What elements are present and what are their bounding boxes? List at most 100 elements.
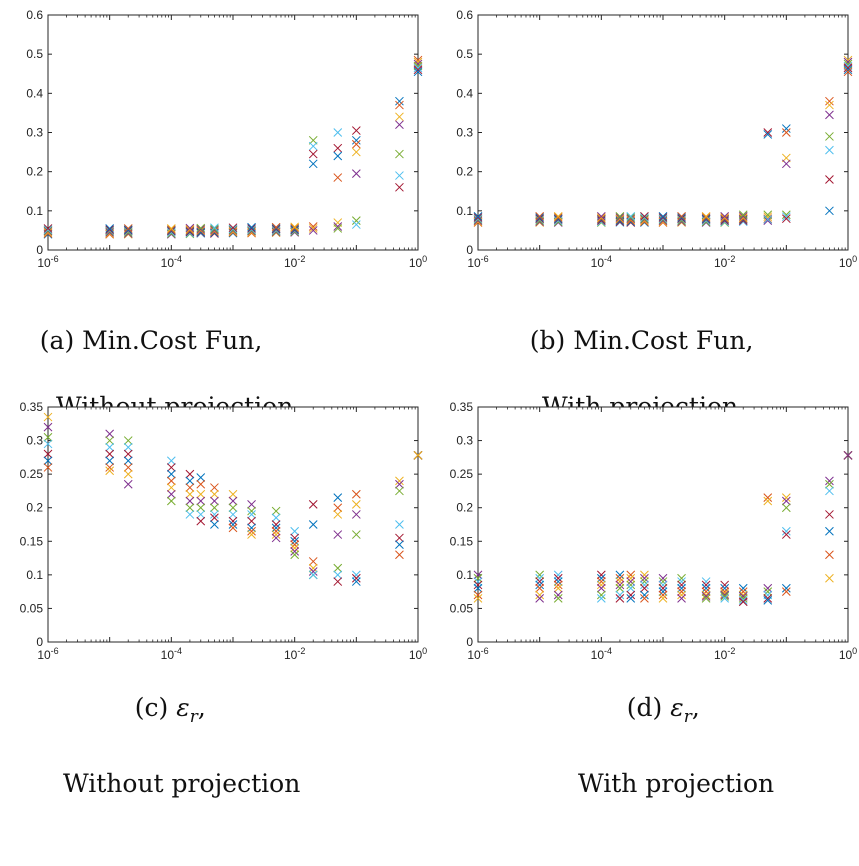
data-point xyxy=(615,583,625,593)
data-point-stroke xyxy=(43,412,53,422)
data-point xyxy=(308,567,318,576)
data-point-stroke xyxy=(395,182,404,192)
x-tick-label: 100 xyxy=(409,646,427,662)
data-point xyxy=(308,557,318,566)
data-point-stroke xyxy=(395,550,404,560)
data-point xyxy=(615,211,625,221)
data-point-stroke xyxy=(535,590,545,600)
data-point-stroke xyxy=(290,547,300,556)
y-tick-label: 0.15 xyxy=(450,534,474,548)
data-point xyxy=(825,100,834,110)
caption-b-prefix: (b) xyxy=(529,326,574,355)
data-point-stroke xyxy=(720,216,730,225)
data-point-stroke xyxy=(825,550,834,560)
data-point-stroke xyxy=(228,227,238,236)
data-point xyxy=(535,570,545,580)
data-point xyxy=(781,583,791,593)
data-point-stroke xyxy=(677,216,686,225)
data-point xyxy=(843,65,853,75)
data-point-stroke xyxy=(720,590,730,600)
data-point-stroke xyxy=(308,222,318,231)
data-point-stroke xyxy=(196,510,206,519)
data-point-stroke xyxy=(351,220,361,229)
data-point-stroke xyxy=(553,216,563,225)
data-point-stroke xyxy=(658,573,668,583)
data-point-stroke xyxy=(308,149,318,159)
data-point xyxy=(825,175,834,184)
data-point xyxy=(308,563,318,573)
data-point xyxy=(738,210,748,220)
data-point xyxy=(333,510,343,519)
data-point xyxy=(210,226,219,236)
data-point-stroke xyxy=(781,210,791,220)
data-point-stroke xyxy=(738,210,748,220)
data-point-stroke xyxy=(210,483,219,492)
data-point xyxy=(210,520,219,529)
data-point xyxy=(535,214,545,224)
data-point-stroke xyxy=(720,211,730,221)
data-point-stroke xyxy=(395,486,404,496)
data-point-stroke xyxy=(701,580,711,590)
data-point xyxy=(781,530,791,539)
data-point-stroke xyxy=(166,489,176,499)
data-point-stroke xyxy=(596,213,606,222)
data-point-stroke xyxy=(535,594,545,603)
data-point xyxy=(615,590,625,600)
y-tick-label: 0.4 xyxy=(456,86,473,100)
x-tick-label: 10-6 xyxy=(467,254,488,270)
data-point xyxy=(351,220,361,229)
data-point-stroke xyxy=(596,214,606,224)
data-point-stroke xyxy=(185,226,195,235)
data-point-stroke xyxy=(105,463,115,472)
data-point xyxy=(290,226,300,236)
plot-b: 0 0.1 0.2 0.3 0.4 0.5 0.6 10-6 10-4 10-2 100 xyxy=(456,8,857,270)
data-point xyxy=(351,216,361,225)
data-point xyxy=(825,550,834,560)
data-point xyxy=(658,587,668,596)
data-point-stroke xyxy=(640,580,649,590)
data-point-stroke xyxy=(196,223,206,233)
data-point xyxy=(596,216,606,225)
data-point xyxy=(677,577,686,586)
data-point xyxy=(123,224,133,233)
data-point xyxy=(473,215,483,224)
data-point-stroke xyxy=(247,226,256,236)
data-point-stroke xyxy=(781,530,791,539)
data-point xyxy=(290,550,300,560)
data-point-stroke xyxy=(228,523,238,533)
data-point xyxy=(271,224,281,234)
data-point xyxy=(308,226,318,235)
data-point xyxy=(720,590,730,600)
data-point xyxy=(333,503,343,513)
data-point-stroke xyxy=(210,513,219,523)
plot-d: 0 0.05 0.1 0.15 0.2 0.25 0.3 0.35 10-6 10-4 10-2 10… xyxy=(450,400,858,662)
data-point-stroke xyxy=(640,216,649,225)
data-point-stroke xyxy=(640,215,649,224)
data-point xyxy=(395,476,404,486)
data-point-stroke xyxy=(43,449,53,459)
data-point xyxy=(596,583,606,593)
data-point-stroke xyxy=(228,516,238,526)
data-point xyxy=(763,130,773,139)
data-point xyxy=(413,63,423,73)
data-point xyxy=(677,214,686,224)
data-point xyxy=(473,580,483,590)
data-point-stroke xyxy=(413,450,423,460)
data-point-stroke xyxy=(210,496,219,506)
data-point-stroke xyxy=(843,67,853,77)
data-point-stroke xyxy=(43,463,53,472)
data-point xyxy=(763,496,773,506)
data-point-stroke xyxy=(738,214,748,224)
data-point-stroke xyxy=(763,596,773,605)
data-point-stroke xyxy=(395,476,404,486)
data-point xyxy=(196,227,206,237)
data-point-stroke xyxy=(473,211,483,221)
data-point-stroke xyxy=(123,469,133,479)
data-point xyxy=(123,436,133,445)
y-tick-label: 0 xyxy=(466,243,473,257)
data-point-stroke xyxy=(677,580,686,590)
data-point-stroke xyxy=(166,226,176,235)
data-point xyxy=(105,463,115,472)
data-point-stroke xyxy=(596,573,606,583)
data-point xyxy=(553,570,563,580)
